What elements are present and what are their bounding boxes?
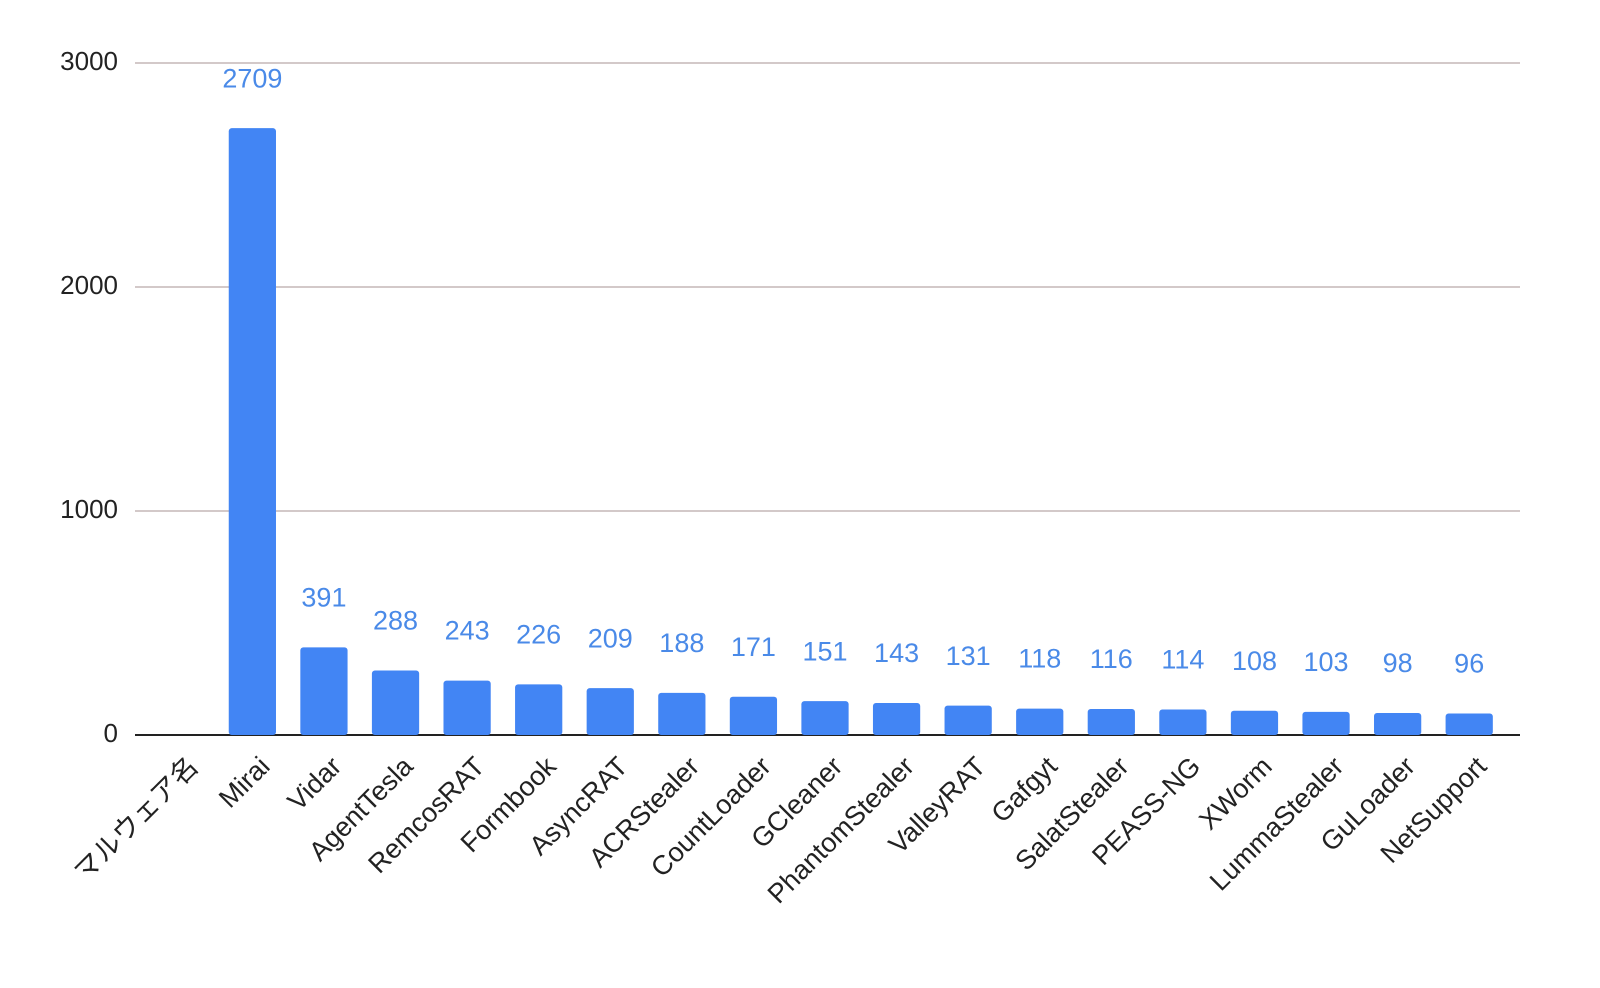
bar [300,647,348,735]
value-label: 243 [445,616,490,646]
bar [1445,713,1493,735]
x-tick-label: マルウェア名 [68,751,204,887]
bar [1016,708,1064,735]
value-label: 171 [731,632,776,662]
bar [1302,711,1350,735]
bar [658,692,706,735]
value-label: 391 [301,583,346,613]
value-label: 2709 [222,63,282,93]
value-label: 151 [802,636,847,666]
bar [1159,709,1207,735]
bar [371,670,420,735]
y-tick-label: 2000 [60,270,118,300]
y-tick-label: 3000 [60,46,118,76]
value-label: 98 [1383,648,1413,678]
bar [443,680,491,735]
bar [1230,710,1279,735]
value-label: 226 [516,620,561,650]
bar [944,705,992,735]
bar [586,688,634,735]
bar [872,702,921,735]
bar [515,684,563,735]
x-tick-label: Vidar [282,751,347,816]
value-label: 108 [1232,646,1277,676]
value-label: 118 [1018,644,1061,674]
value-label: 96 [1454,649,1484,679]
y-tick-label: 1000 [60,494,118,524]
bar [228,128,276,735]
bar [1087,709,1135,735]
bar [1374,713,1422,735]
value-label: 143 [874,638,919,668]
value-label: 116 [1090,644,1133,674]
x-tick-label: Mirai [213,751,276,814]
bar [729,696,778,735]
y-tick-label: 0 [104,718,118,748]
bar [801,701,849,735]
value-label: 114 [1161,645,1204,675]
value-label: 188 [659,628,704,658]
value-label: 288 [373,606,418,636]
value-label: 103 [1304,647,1349,677]
value-label: 131 [946,641,991,671]
value-label: 209 [588,623,633,653]
